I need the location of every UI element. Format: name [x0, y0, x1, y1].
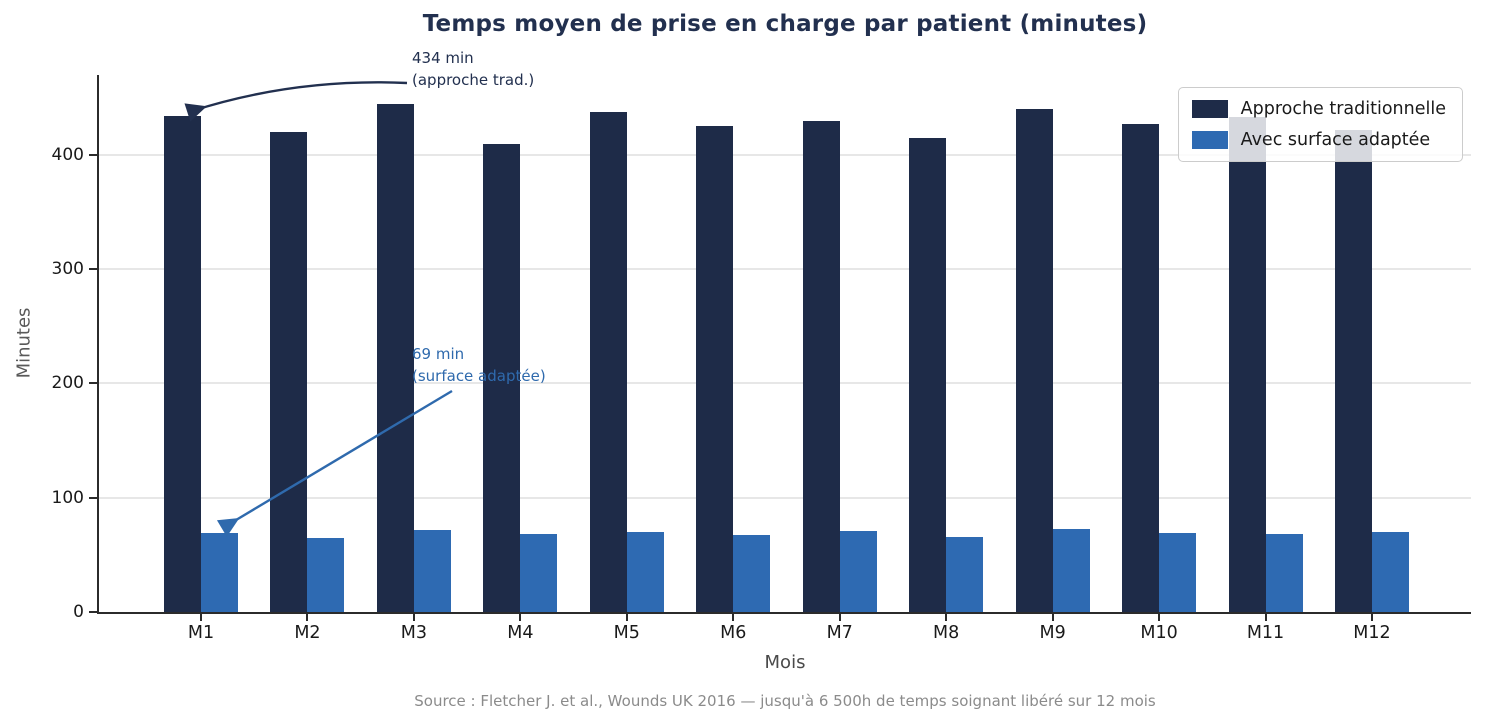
- x-tick-label: M2: [294, 623, 321, 643]
- legend-item-traditional: Approche traditionnelle: [1191, 99, 1446, 119]
- bar-adapted-M7: [839, 530, 877, 612]
- y-tick-mark: [89, 496, 97, 499]
- x-tick-mark: [200, 614, 202, 621]
- legend-swatch: [1191, 131, 1228, 149]
- bar-traditional-M1: [164, 116, 201, 612]
- bar-traditional-M4: [483, 143, 521, 612]
- annotation-adapted-value: 69 min: [412, 345, 465, 363]
- chart-title: Temps moyen de prise en charge par patie…: [422, 11, 1148, 37]
- bar-adapted-M8: [946, 536, 984, 612]
- y-tick-label: 100: [51, 487, 84, 508]
- y-tick-mark: [89, 153, 97, 156]
- y-tick-label: 0: [73, 602, 84, 622]
- annotation-traditional-value: 434 min: [412, 49, 474, 67]
- y-axis-line: [97, 75, 99, 614]
- x-tick-label: M11: [1246, 623, 1285, 643]
- legend: Approche traditionnelle Avec surface adap…: [1177, 87, 1463, 162]
- bar-traditional-M9: [1015, 109, 1053, 612]
- annotation-adapted: 69 min (surface adaptée): [412, 344, 546, 387]
- x-tick-mark: [732, 614, 735, 621]
- bar-adapted-M12: [1371, 532, 1409, 612]
- x-axis-label: Mois: [764, 652, 806, 673]
- bar-traditional-M12: [1334, 129, 1372, 612]
- bar-traditional-M10: [1122, 124, 1160, 612]
- gridline: [99, 496, 1471, 499]
- bar-adapted-M11: [1265, 534, 1303, 612]
- bar-traditional-M3: [376, 103, 414, 612]
- bar-adapted-M1: [201, 533, 238, 612]
- x-tick-label: M5: [613, 623, 640, 643]
- bar-adapted-M4: [520, 534, 558, 612]
- annotation-traditional: 434 min (approche trad.): [412, 48, 534, 91]
- x-tick-label: M9: [1039, 623, 1066, 643]
- y-tick-label: 300: [51, 259, 84, 280]
- x-tick-mark: [306, 614, 309, 621]
- bar-traditional-M5: [589, 111, 627, 612]
- bar-traditional-M11: [1228, 117, 1266, 612]
- bar-adapted-M5: [626, 532, 664, 612]
- x-tick-label: M10: [1140, 623, 1178, 643]
- y-tick-mark: [89, 268, 97, 271]
- gridline: [99, 382, 1471, 385]
- y-tick-mark: [89, 611, 97, 613]
- x-tick-mark: [1370, 614, 1373, 621]
- x-tick-mark: [838, 614, 841, 621]
- y-axis-label: Minutes: [13, 307, 35, 379]
- bar-adapted-M9: [1052, 528, 1090, 612]
- x-axis-line: [97, 612, 1471, 614]
- legend-item-adapted: Avec surface adaptée: [1191, 130, 1446, 150]
- x-tick-label: M3: [400, 623, 427, 643]
- bar-traditional-M2: [270, 132, 308, 612]
- x-tick-mark: [1158, 614, 1161, 621]
- y-tick-mark: [89, 382, 97, 385]
- x-tick-label: M6: [720, 623, 747, 643]
- annotation-adapted-caption: (surface adaptée): [412, 366, 546, 385]
- y-tick-label: 400: [51, 144, 84, 165]
- legend-swatch: [1191, 100, 1228, 118]
- x-tick-mark: [625, 614, 628, 621]
- x-tick-mark: [1264, 614, 1267, 621]
- bar-traditional-M6: [696, 126, 734, 612]
- x-tick-label: M7: [826, 623, 853, 643]
- x-tick-mark: [519, 614, 522, 621]
- bar-traditional-M7: [802, 120, 840, 612]
- y-tick-label: 200: [51, 373, 84, 394]
- gridline: [99, 268, 1471, 271]
- x-tick-label: M4: [507, 623, 534, 643]
- x-tick-label: M8: [933, 623, 960, 643]
- bar-adapted-M3: [413, 529, 451, 612]
- x-tick-label: M12: [1353, 623, 1391, 643]
- legend-label: Approche traditionnelle: [1240, 99, 1446, 119]
- bar-adapted-M10: [1159, 533, 1197, 612]
- x-tick-mark: [1051, 614, 1054, 621]
- x-tick-mark: [945, 614, 948, 621]
- x-tick-label: M1: [187, 623, 215, 643]
- bar-traditional-M8: [909, 137, 947, 612]
- bar-adapted-M2: [307, 537, 345, 612]
- x-tick-mark: [412, 614, 415, 621]
- annotation-traditional-caption: (approche trad.): [412, 70, 535, 89]
- source-note: Source : Fletcher J. et al., Wounds UK 2…: [414, 692, 1156, 710]
- gridline: [99, 153, 1471, 156]
- bar-adapted-M6: [733, 535, 771, 612]
- legend-label: Avec surface adaptée: [1240, 130, 1431, 150]
